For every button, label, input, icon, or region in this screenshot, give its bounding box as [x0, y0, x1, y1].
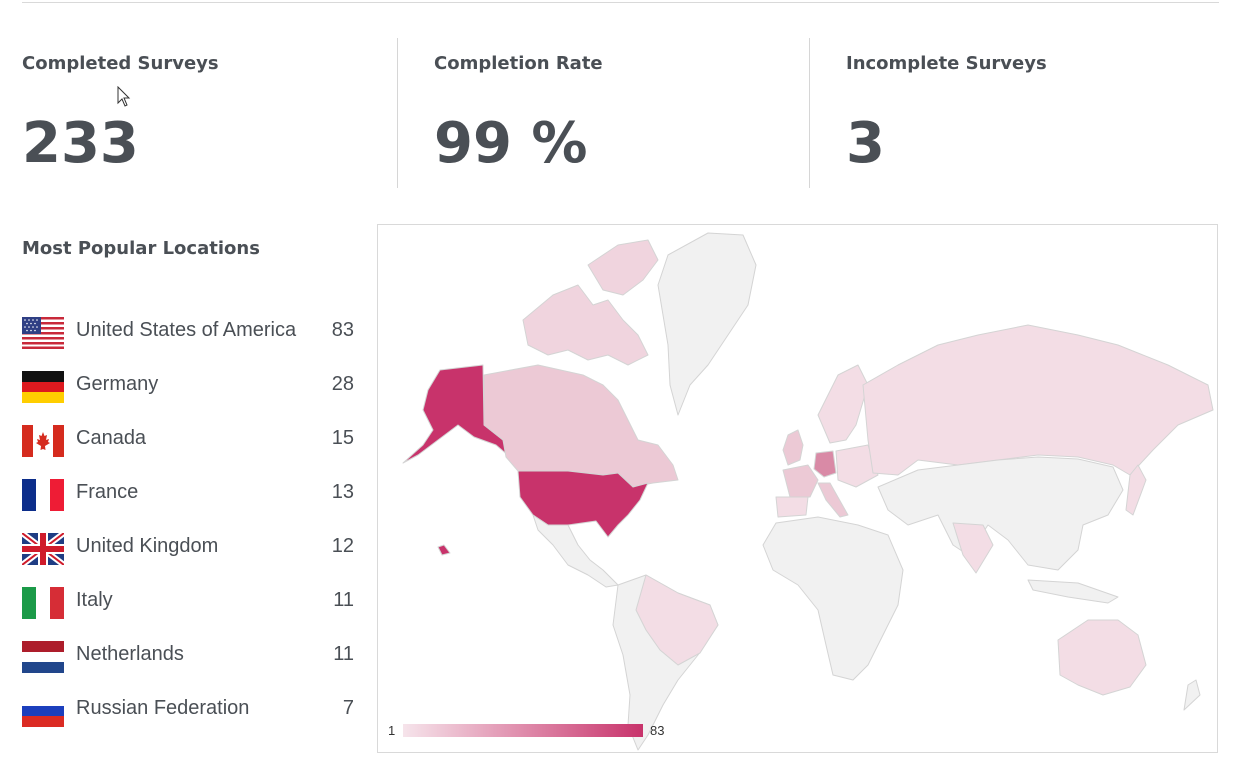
fr-flag-icon: [22, 479, 64, 511]
list-item: Netherlands 11: [22, 631, 354, 685]
location-count: 7: [342, 697, 354, 719]
it-flag-icon: [22, 587, 64, 619]
ca-flag-icon: [22, 425, 64, 457]
gb-flag-icon: [22, 533, 64, 565]
location-count: 83: [331, 319, 354, 341]
canada-region[interactable]: [483, 364, 679, 488]
africa-region[interactable]: [762, 516, 904, 681]
canada-north-region[interactable]: [587, 239, 659, 296]
location-name: France: [76, 481, 139, 503]
list-item: Germany 28: [22, 361, 354, 415]
location-count: 13: [331, 481, 354, 503]
uk-region[interactable]: [782, 429, 804, 466]
spain-region[interactable]: [775, 496, 809, 518]
list-item: United Kingdom 12: [22, 523, 354, 577]
scandinavia-region[interactable]: [817, 364, 869, 444]
new-zealand-region[interactable]: [1183, 679, 1201, 711]
kpi-title: Incomplete Surveys: [846, 53, 1047, 74]
location-name: Italy: [76, 589, 113, 611]
locations-title: Most Popular Locations: [22, 238, 260, 259]
nl-flag-icon: [22, 641, 64, 673]
us-flag-icon: [22, 317, 64, 349]
greenland-region[interactable]: [657, 232, 757, 416]
location-name: United Kingdom: [76, 535, 219, 557]
indonesia-region[interactable]: [1027, 579, 1119, 604]
list-item: Russian Federation 7: [22, 685, 354, 739]
location-name: Netherlands: [76, 643, 184, 665]
canada-islands-region[interactable]: [522, 284, 649, 366]
top-divider: [22, 0, 1219, 3]
location-count: 12: [331, 535, 354, 557]
kpi-value: 233: [22, 111, 139, 176]
france-region[interactable]: [782, 464, 819, 498]
list-item: France 13: [22, 469, 354, 523]
kpi-title: Completed Surveys: [22, 53, 219, 74]
list-item: Italy 11: [22, 577, 354, 631]
kpi-title: Completion Rate: [434, 53, 603, 74]
location-name: Canada: [76, 427, 147, 449]
kpi-value: 3: [846, 111, 885, 176]
india-region[interactable]: [952, 522, 994, 574]
legend-gradient-bar: [403, 724, 643, 737]
kpi-completed-surveys: Completed Surveys 233: [22, 38, 396, 188]
japan-region[interactable]: [1125, 464, 1147, 516]
location-name: Russian Federation: [76, 697, 250, 719]
world-map-panel[interactable]: 1 83: [377, 224, 1218, 753]
location-count: 15: [331, 427, 354, 449]
de-flag-icon: [22, 371, 64, 403]
world-map[interactable]: [378, 225, 1218, 753]
location-name: United States of America: [76, 319, 297, 341]
australia-region[interactable]: [1057, 619, 1147, 696]
ru-flag-icon: [22, 695, 64, 727]
locations-list: United States of America 83 Germany 28 C…: [22, 307, 354, 739]
italy-region[interactable]: [817, 482, 849, 518]
location-count: 28: [331, 373, 354, 395]
kpi-incomplete-surveys: Incomplete Surveys 3: [809, 38, 1220, 188]
legend-max-label: 83: [650, 723, 665, 738]
kpi-value: 99 %: [434, 111, 588, 176]
hawaii-region[interactable]: [437, 544, 451, 556]
location-count: 11: [333, 589, 354, 611]
germany-region[interactable]: [813, 450, 837, 478]
list-item: Canada 15: [22, 415, 354, 469]
russia-region[interactable]: [862, 324, 1214, 476]
location-count: 11: [333, 643, 354, 665]
east-europe-region[interactable]: [835, 444, 879, 488]
list-item: United States of America 83: [22, 307, 354, 361]
legend-min-label: 1: [388, 723, 396, 738]
mouse-cursor-icon: [117, 86, 131, 107]
brazil-region[interactable]: [635, 574, 719, 666]
kpi-completion-rate: Completion Rate 99 %: [397, 38, 809, 188]
asia-region[interactable]: [877, 456, 1124, 571]
location-name: Germany: [76, 373, 159, 395]
